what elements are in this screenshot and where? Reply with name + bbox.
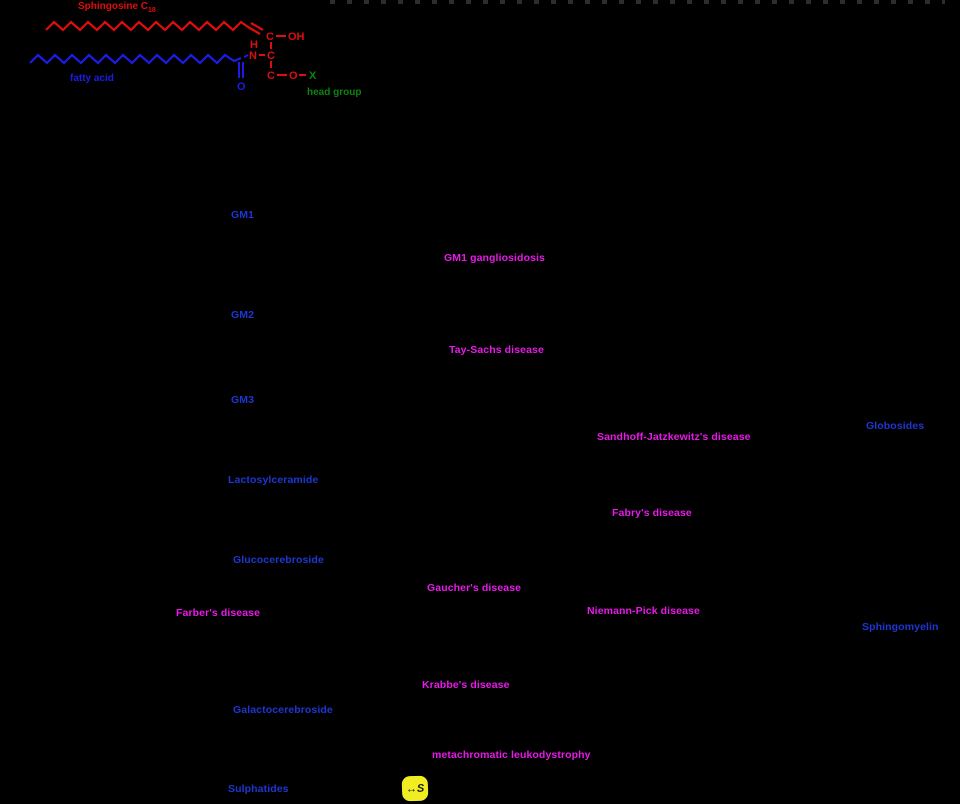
carbon-atom: C	[266, 31, 274, 43]
metabolite-lactosylceramide: Lactosylceramide	[228, 474, 319, 486]
ceramide-structure: C OH C C H N O O X	[29, 20, 317, 93]
disease-gm1-gangliosidosis: GM1 gangliosidosis	[444, 252, 545, 264]
oxygen-atom: O	[237, 81, 246, 93]
carbon-atom: C	[267, 50, 275, 62]
metabolite-gm2: GM2	[231, 309, 255, 321]
bond	[243, 54, 249, 58]
sphingosine-chain	[45, 20, 249, 32]
carbon-atom: C	[267, 70, 275, 82]
disease-niemann-pick: Niemann-Pick disease	[587, 605, 700, 617]
metabolite-sulphatides: Sulphatides	[228, 783, 289, 795]
nitrogen-atom: N	[249, 50, 257, 62]
disease-krabbe: Krabbe's disease	[422, 679, 510, 691]
fatty-acid-label: fatty acid	[70, 73, 114, 84]
metabolite-glucocerebroside: Glucocerebroside	[233, 554, 324, 566]
disease-gaucher: Gaucher's disease	[427, 582, 522, 594]
double-bond	[247, 26, 261, 35]
oxygen-atom: O	[289, 70, 298, 82]
hydroxyl-group: OH	[288, 31, 305, 43]
disease-fabry: Fabry's disease	[612, 507, 692, 519]
head-group-label: head group	[307, 87, 362, 98]
yellow-note: ↔S	[401, 775, 429, 802]
disease-tay-sachs: Tay-Sachs disease	[449, 344, 544, 356]
metabolite-gm1: GM1	[231, 209, 255, 221]
clipped-title-artifact	[330, 0, 945, 4]
metabolite-sphingomyelin: Sphingomyelin	[862, 621, 939, 633]
metabolite-gm3: GM3	[231, 394, 255, 406]
disease-sandhoff-jatzkewitz: Sandhoff-Jatzkewitz's disease	[597, 431, 751, 443]
metabolite-globosides: Globosides	[866, 420, 925, 432]
sphingosine-label-sub: 18	[148, 7, 156, 14]
sphingosine-label-text: Sphingosine C	[78, 1, 148, 12]
fatty-acid-chain	[29, 53, 242, 65]
metabolite-galactocerebroside: Galactocerebroside	[233, 704, 333, 716]
disease-metachromatic-leukodystrophy: metachromatic leukodystrophy	[432, 749, 591, 761]
disease-farber: Farber's disease	[176, 607, 261, 619]
head-group-x: X	[309, 70, 317, 82]
double-bond	[250, 22, 264, 31]
sphingosine-label: Sphingosine C18	[78, 1, 156, 14]
hydrogen-atom: H	[250, 39, 258, 51]
